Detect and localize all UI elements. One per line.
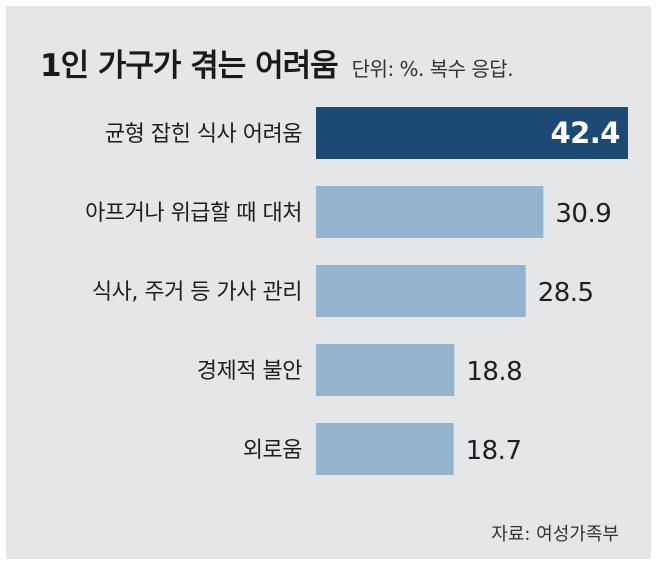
source-note: 자료: 여성가족부 xyxy=(491,524,619,545)
value-label-1: 30.9 xyxy=(555,199,611,229)
value-label-4: 18.7 xyxy=(466,436,522,466)
category-label-3: 경제적 불안 xyxy=(197,359,302,384)
category-label-1: 아프거나 위급할 때 대처 xyxy=(85,201,302,226)
chart-title: 1인 가구가 겪는 어려움 xyxy=(40,48,339,84)
bar-2 xyxy=(316,265,526,317)
bar-1 xyxy=(316,186,544,238)
category-label-2: 식사, 주거 등 가사 관리 xyxy=(92,280,302,305)
bar-3 xyxy=(316,344,455,396)
category-label-4: 외로움 xyxy=(243,438,302,463)
chart-subtitle: 단위: %. 복수 응답. xyxy=(351,57,514,81)
value-label-0: 42.4 xyxy=(550,116,620,150)
title-row: 1인 가구가 겪는 어려움 단위: %. 복수 응답. xyxy=(40,40,514,85)
value-label-3: 18.8 xyxy=(466,357,522,387)
chart-panel: 1인 가구가 겪는 어려움 단위: %. 복수 응답. 균형 잡힌 식사 어려움… xyxy=(6,6,651,559)
value-label-2: 28.5 xyxy=(538,278,594,308)
category-label-0: 균형 잡힌 식사 어려움 xyxy=(105,122,302,147)
bar-0 xyxy=(316,107,628,159)
bar-chart: 균형 잡힌 식사 어려움 42.4 아프거나 위급할 때 대처 30.9 식사, 주거 … xyxy=(85,107,628,475)
bar-4 xyxy=(316,423,454,475)
